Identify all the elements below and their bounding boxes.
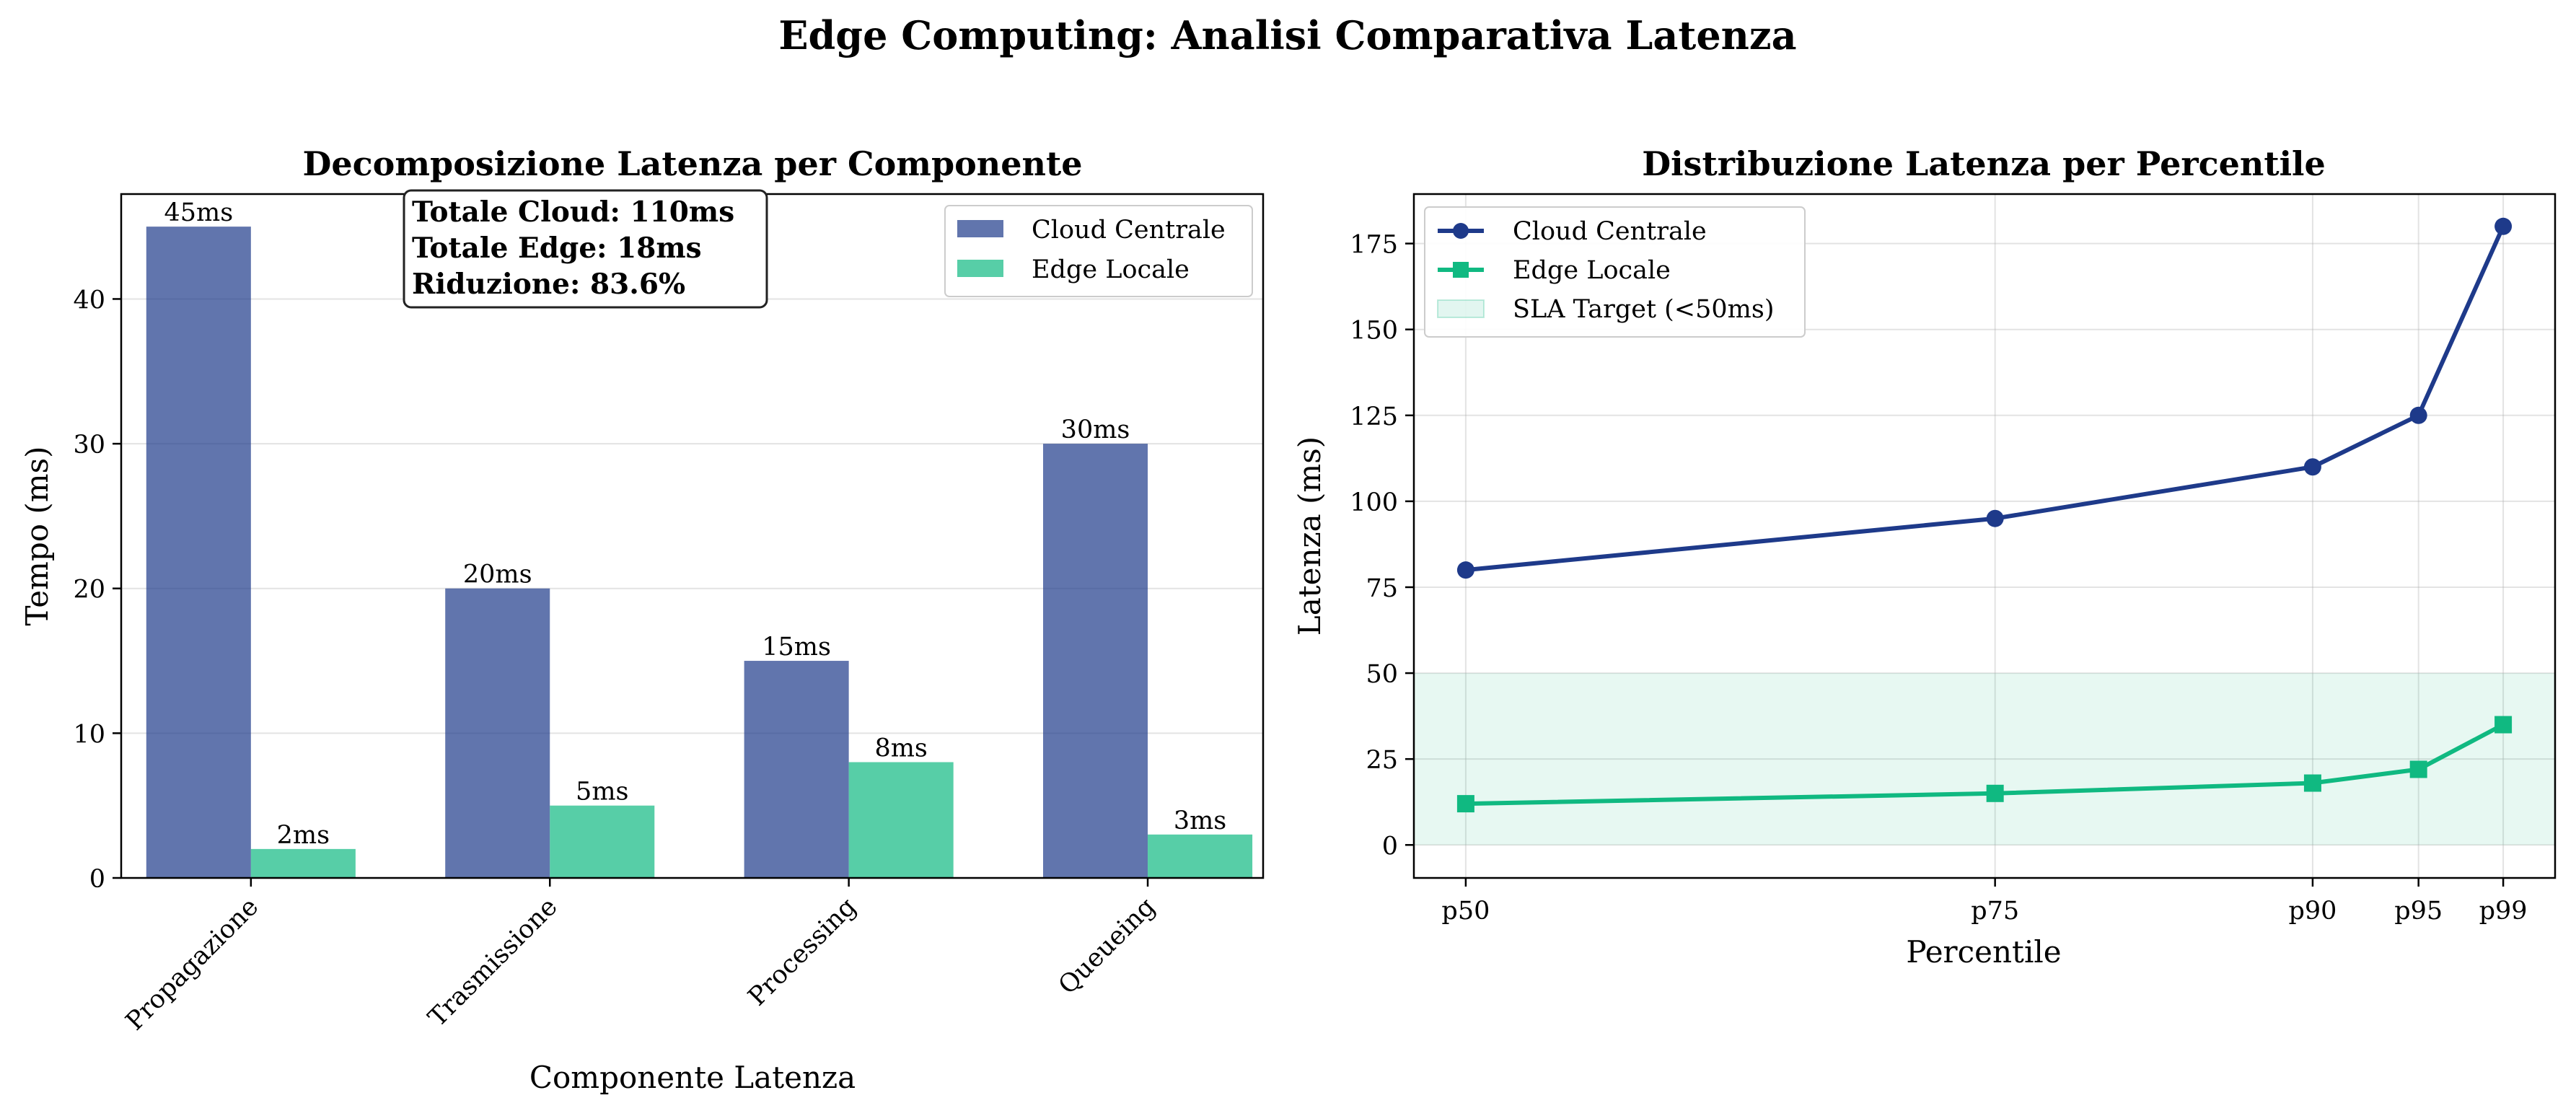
line-chart-y-axis-ticks: 0 25 50 75 100 125 150 175: [1350, 231, 1414, 861]
legend-swatch-cloud-centrale: [957, 220, 1003, 237]
point-edge-locale-p75: [1986, 784, 2004, 802]
bar-chart-y-tick-label: 20: [73, 576, 105, 605]
bar-chart-data-labels: 45ms 20ms 15ms 30ms 2ms 5ms 8ms 3ms: [164, 198, 1226, 850]
line-chart-x-tick-label-p50: p50: [1441, 897, 1490, 926]
annotation-total-edge: Totale Edge: 18ms: [412, 232, 702, 265]
legend-marker-cloud-centrale: [1453, 223, 1469, 239]
line-chart-y-tick-label: 75: [1366, 574, 1398, 603]
legend-label-sla-target: SLA Target (<50ms): [1513, 295, 1774, 324]
point-edge-locale-p99: [2494, 716, 2513, 734]
legend-marker-edge-locale: [1453, 262, 1469, 278]
line-chart-x-tick-label-p95: p95: [2394, 897, 2443, 926]
bar-label-cloud-centrale-propagazione: 45ms: [164, 198, 233, 227]
point-edge-locale-p90: [2303, 774, 2321, 792]
line-chart-x-tick-label-p90: p90: [2288, 897, 2337, 926]
bar-chart-x-axis-label: Componente Latenza: [529, 1060, 856, 1095]
line-chart-y-tick-label: 25: [1366, 746, 1398, 775]
bar-edge-locale-processing: [848, 762, 954, 878]
line-chart-y-tick-label: 50: [1366, 660, 1398, 689]
line-chart-y-tick-label: 100: [1350, 488, 1398, 517]
line-chart-x-tick-label-p75: p75: [1971, 897, 2019, 926]
point-edge-locale-p95: [2409, 760, 2427, 778]
point-cloud-centrale-p50: [1456, 561, 1474, 579]
line-chart-title: Distribuzione Latenza per Percentile: [1642, 144, 2326, 183]
line-chart-x-axis-label: Percentile: [1906, 934, 2061, 970]
annotation-total-cloud: Totale Cloud: 110ms: [412, 195, 734, 229]
figure-title: Edge Computing: Analisi Comparativa Late…: [778, 12, 1796, 58]
line-chart-gridlines: [1414, 194, 2555, 878]
line-chart-y-tick-label: 150: [1350, 317, 1398, 346]
line-chart-legend: Cloud Centrale Edge Locale SLA Target (<…: [1424, 206, 1806, 338]
bar-chart-y-tick-label: 40: [73, 286, 105, 315]
bar-chart-bars: [146, 227, 1253, 879]
legend-swatch-edge-locale: [957, 260, 1003, 277]
totals-annotation: Totale Cloud: 110ms Totale Edge: 18ms Ri…: [403, 189, 768, 309]
line-chart-legend-box: [1424, 206, 1806, 338]
bar-chart-title: Decomposizione Latenza per Componente: [303, 144, 1083, 183]
bar-cloud-centrale-queueing: [1043, 444, 1148, 878]
legend-label-edge-locale-line: Edge Locale: [1513, 256, 1671, 285]
bar-chart-y-tick-label: 0: [89, 865, 105, 894]
bar-edge-locale-trasmissione: [550, 805, 655, 878]
bar-edge-locale-queueing: [1148, 834, 1253, 878]
line-chart-y-axis-label: Latenza (ms): [1292, 436, 1327, 636]
bar-label-edge-locale-propagazione: 2ms: [277, 821, 330, 850]
point-edge-locale-p50: [1456, 795, 1474, 813]
sla-target-band: [1414, 673, 2555, 845]
bar-cloud-centrale-processing: [744, 661, 849, 878]
annotation-reduction: Riduzione: 83.6%: [412, 268, 685, 301]
bar-label-edge-locale-trasmissione: 5ms: [576, 778, 628, 807]
legend-label-edge-locale: Edge Locale: [1032, 255, 1190, 284]
totals-annotation-box: [403, 189, 768, 309]
line-chart-series: [1456, 217, 2513, 813]
line-chart-y-tick-label: 0: [1382, 832, 1398, 861]
point-cloud-centrale-p75: [1986, 509, 2004, 527]
line-chart-frame: [1412, 193, 2557, 879]
legend-swatch-sla-target: [1437, 299, 1485, 318]
bar-label-edge-locale-queueing: 3ms: [1174, 807, 1226, 835]
bar-chart-y-tick-label: 10: [73, 720, 105, 749]
line-chart-x-tick-label-p99: p99: [2479, 897, 2528, 926]
point-cloud-centrale-p90: [2303, 458, 2321, 476]
bar-label-edge-locale-processing: 8ms: [874, 734, 927, 763]
point-cloud-centrale-p99: [2494, 217, 2513, 235]
line-chart-panel: Distribuzione Latenza per Percentile 0 25…: [1292, 144, 2557, 970]
bar-edge-locale-propagazione: [250, 848, 356, 878]
line-chart-x-axis-ticks: p50 p75 p90 p95 p99: [1441, 878, 2528, 926]
bar-chart-y-axis-ticks: 0 10 20 30 40: [73, 286, 121, 894]
legend-label-cloud-centrale: Cloud Centrale: [1032, 216, 1226, 245]
bar-label-cloud-centrale-queueing: 30ms: [1061, 416, 1130, 444]
line-chart-y-tick-label: 125: [1350, 403, 1398, 431]
legend-label-cloud-centrale-line: Cloud Centrale: [1513, 217, 1707, 246]
bar-chart-panel: Decomposizione Latenza per Componente 45…: [19, 144, 1265, 1095]
bar-chart-legend-box: [944, 205, 1253, 297]
bar-cloud-centrale-propagazione: [146, 227, 251, 879]
bar-chart-y-axis-label: Tempo (ms): [19, 446, 55, 625]
bar-label-cloud-centrale-trasmissione: 20ms: [463, 561, 532, 589]
line-chart-y-tick-label: 175: [1350, 231, 1398, 260]
bar-chart-y-tick-label: 30: [73, 431, 105, 460]
bar-cloud-centrale-trasmissione: [445, 588, 550, 878]
bar-label-cloud-centrale-processing: 15ms: [762, 633, 831, 662]
bar-chart-legend: Cloud Centrale Edge Locale: [944, 205, 1253, 297]
point-cloud-centrale-p95: [2409, 406, 2427, 424]
